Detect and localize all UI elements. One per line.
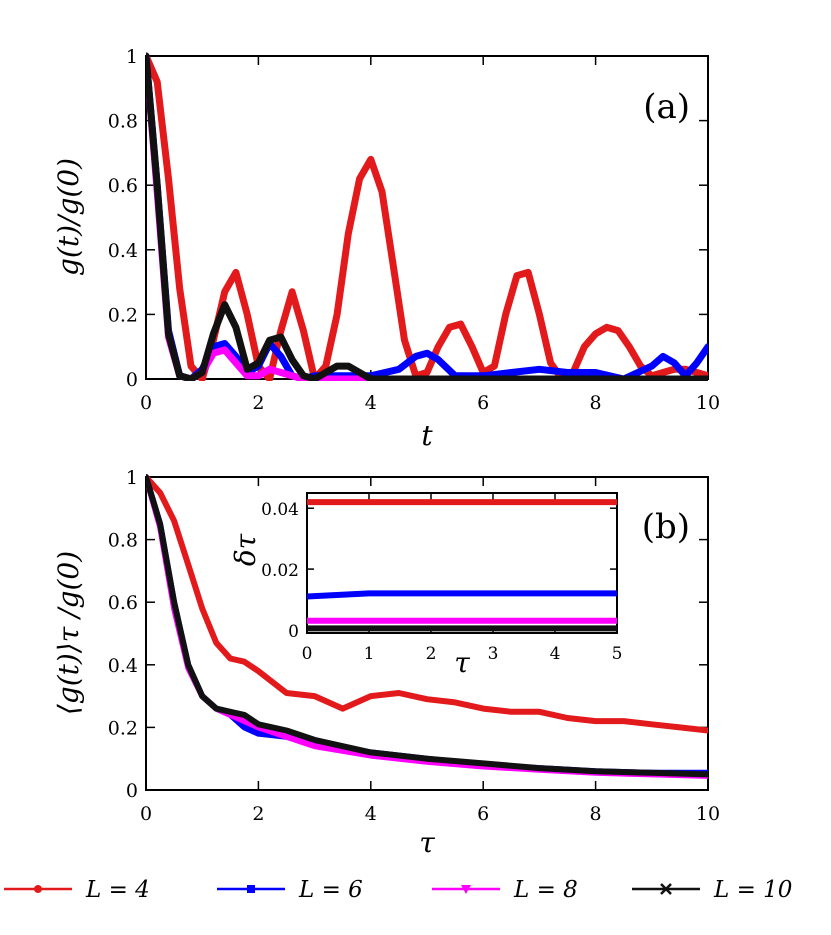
panel-a-plot: 0 2 4 6 8 10 0 0.2 0.4 0.6 0.8 1 t g(t)/g(0) (a) [52, 46, 720, 452]
series-line-l6 [307, 590, 617, 600]
x-tick-label: 6 [477, 392, 489, 414]
legend-marker-triangle [461, 885, 471, 894]
y-tick-label: 0.8 [108, 111, 138, 133]
series-line-l10 [146, 52, 708, 381]
y-tick-label: 1 [126, 467, 138, 489]
y-tick-label: 0.2 [108, 304, 138, 326]
x-tick-label: 4 [365, 392, 377, 414]
legend-marker-x [660, 883, 672, 895]
legend-label: L = 6 [298, 877, 363, 903]
x-tick-label: 2 [426, 644, 437, 664]
x-tick-label: 10 [696, 392, 720, 414]
x-tick-label: 0 [140, 803, 152, 825]
x-tick-label: 2 [252, 392, 264, 414]
x-tick-label: 3 [488, 644, 499, 664]
y-tick-label: 0.8 [108, 530, 138, 552]
y-tick-label: 1 [126, 46, 138, 68]
y-tick-label: 0 [126, 369, 138, 391]
plot-frame [145, 476, 709, 791]
panel-b-inset-plot: 0 1 2 3 4 5 0 0.02 0.04 τ δτ [229, 492, 623, 679]
y-axis-label: ⟨g(t)⟩τ /g(0) [52, 551, 85, 715]
series-line-l4 [146, 474, 708, 734]
legend-label: L = 10 [713, 877, 792, 903]
legend-label: L = 8 [513, 877, 578, 903]
legend: L = 4 L = 6 L = 8 L = 10 [4, 877, 792, 903]
legend-label: L = 4 [85, 877, 150, 903]
series-line-l8 [146, 52, 708, 381]
x-tick-label: 0 [140, 392, 152, 414]
series-line-l10 [146, 474, 708, 778]
x-tick-label: 1 [364, 644, 375, 664]
y-axis-label: g(t)/g(0) [52, 158, 85, 276]
plot-frame [145, 55, 709, 380]
y-tick-label: 0.4 [108, 240, 138, 262]
y-tick-label: 0.4 [108, 655, 138, 677]
x-tick-label: 4 [365, 803, 377, 825]
x-tick-label: 10 [696, 803, 720, 825]
x-tick-label: 8 [590, 803, 602, 825]
x-tick-label: 8 [590, 392, 602, 414]
y-axis-label: δτ [229, 533, 262, 566]
y-tick-label: 0.6 [108, 175, 138, 197]
y-tick-label: 0 [126, 780, 138, 802]
x-tick-label: 2 [252, 803, 264, 825]
x-tick-label: 6 [477, 803, 489, 825]
y-tick-label: 0.2 [108, 717, 138, 739]
y-tick-label: 0.04 [261, 500, 299, 520]
plot-frame [306, 492, 618, 634]
series-line-l6 [146, 52, 708, 381]
panel-label: (a) [643, 87, 690, 127]
legend-marker-square [247, 885, 255, 893]
series-line-l4 [146, 52, 708, 381]
x-axis-label: τ [454, 646, 470, 679]
x-tick-label: 4 [550, 644, 561, 664]
panel-label: (b) [642, 507, 690, 547]
x-axis-label: t [421, 419, 433, 452]
y-tick-label: 0.6 [108, 592, 138, 614]
x-tick-label: 5 [612, 644, 623, 664]
legend-marker-dot [34, 885, 42, 893]
y-tick-label: 0.02 [261, 561, 299, 581]
x-tick-label: 0 [302, 644, 313, 664]
y-tick-label: 0 [288, 622, 299, 642]
x-axis-label: τ [419, 826, 435, 859]
